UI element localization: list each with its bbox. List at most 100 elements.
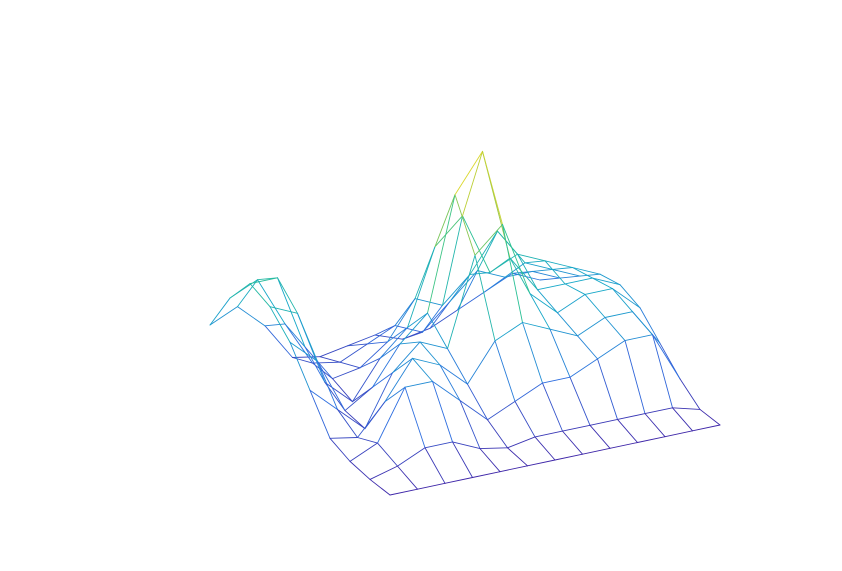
mesh-segment: [459, 400, 488, 421]
mesh-segment: [344, 386, 373, 412]
mesh-segment: [467, 340, 496, 385]
mesh-segment: [329, 437, 351, 462]
mesh-segment: [392, 357, 413, 374]
mesh-segment: [434, 215, 463, 248]
mesh-segment: [369, 478, 391, 496]
mesh-segment: [584, 293, 606, 318]
mesh-segment: [699, 408, 721, 426]
mesh-segment: [249, 283, 271, 308]
mesh-segment: [277, 277, 298, 314]
mesh-segment: [357, 401, 386, 438]
mesh-segment: [257, 279, 286, 325]
mesh-segment: [509, 257, 538, 291]
mesh-segment: [449, 273, 471, 302]
mesh-segment: [347, 334, 376, 347]
mesh-segment: [209, 306, 238, 326]
mesh-segment: [367, 325, 396, 345]
mesh-segment: [474, 254, 496, 342]
mesh-segment: [422, 304, 443, 333]
mesh-segment: [369, 465, 398, 480]
mesh-segment: [517, 253, 538, 291]
mesh-segment: [477, 270, 506, 278]
mesh-segment: [477, 230, 498, 272]
mesh-segment: [309, 389, 338, 410]
mesh-segment: [422, 300, 451, 333]
mesh-segment: [417, 482, 446, 490]
mesh-segment: [412, 357, 433, 382]
mesh-segment: [209, 297, 231, 326]
mesh-segment: [494, 322, 523, 342]
mesh-segment: [564, 277, 593, 285]
mesh-segment: [672, 407, 693, 432]
mesh-segment: [289, 341, 311, 391]
mesh-segment: [624, 334, 653, 342]
mesh-segment: [624, 340, 646, 415]
mesh-segment: [469, 230, 498, 275]
mesh-segment: [414, 298, 443, 306]
mesh-segment: [449, 270, 478, 302]
mesh-segment: [337, 408, 358, 438]
mesh-segment: [562, 430, 583, 455]
mesh-segment: [524, 262, 553, 270]
mesh-segment: [599, 273, 621, 286]
mesh-segment: [619, 284, 641, 309]
mesh-segment: [644, 413, 666, 438]
mesh-segment: [229, 283, 251, 299]
mesh-segment: [514, 400, 536, 438]
mesh-segment: [487, 419, 508, 449]
mesh-segment: [447, 254, 476, 350]
mesh-segment: [264, 323, 286, 327]
mesh-segment: [364, 372, 393, 430]
mesh-segment: [404, 386, 426, 449]
mesh-segment: [562, 424, 591, 432]
mesh-segment: [542, 382, 563, 432]
mesh-segment: [347, 343, 368, 347]
mesh-segment: [339, 343, 368, 363]
mesh-segment: [537, 289, 558, 314]
mesh-segment: [387, 327, 408, 343]
mesh-segment: [427, 194, 456, 314]
mesh-segment: [557, 293, 586, 314]
mesh-segment: [292, 357, 313, 364]
mesh-segment: [284, 323, 313, 364]
mesh-segment: [652, 334, 673, 409]
mesh-segment: [539, 277, 561, 281]
mesh-segment: [459, 400, 481, 450]
mesh-segment: [429, 300, 451, 329]
mesh-segment: [572, 267, 601, 275]
mesh-segment: [692, 424, 721, 432]
mesh-segment: [612, 288, 641, 309]
mesh-segment: [609, 442, 638, 449]
mesh-segment: [534, 436, 556, 461]
mesh-segment: [372, 372, 393, 388]
mesh-segment: [377, 386, 406, 444]
mesh-segment: [384, 357, 413, 403]
mesh-segment: [514, 382, 543, 402]
mesh-segment: [264, 325, 293, 358]
mesh-segment: [379, 343, 401, 359]
mesh-segment: [544, 260, 566, 285]
mesh-segment: [454, 194, 476, 256]
mesh-segment: [534, 430, 563, 438]
mesh-segment: [389, 488, 418, 496]
mesh-segment: [424, 447, 446, 484]
mesh-segment: [479, 447, 508, 450]
mesh-segment: [604, 311, 633, 318]
mesh-segment: [357, 437, 378, 444]
mesh-segment: [544, 260, 573, 268]
mesh-segment: [564, 283, 586, 295]
mesh-segment: [537, 283, 566, 291]
mesh-segment: [569, 376, 591, 426]
mesh-segment: [532, 270, 561, 279]
mesh-segment: [559, 275, 581, 279]
mesh-segment: [522, 322, 551, 330]
mesh-segment: [679, 378, 701, 410]
mesh-segment: [487, 400, 516, 421]
mesh-segment: [332, 367, 361, 380]
mesh-segment: [474, 223, 503, 256]
mesh-segment: [529, 293, 551, 330]
mesh-segment: [407, 246, 436, 328]
mesh-segment: [304, 346, 326, 383]
mesh-segment: [584, 288, 613, 295]
